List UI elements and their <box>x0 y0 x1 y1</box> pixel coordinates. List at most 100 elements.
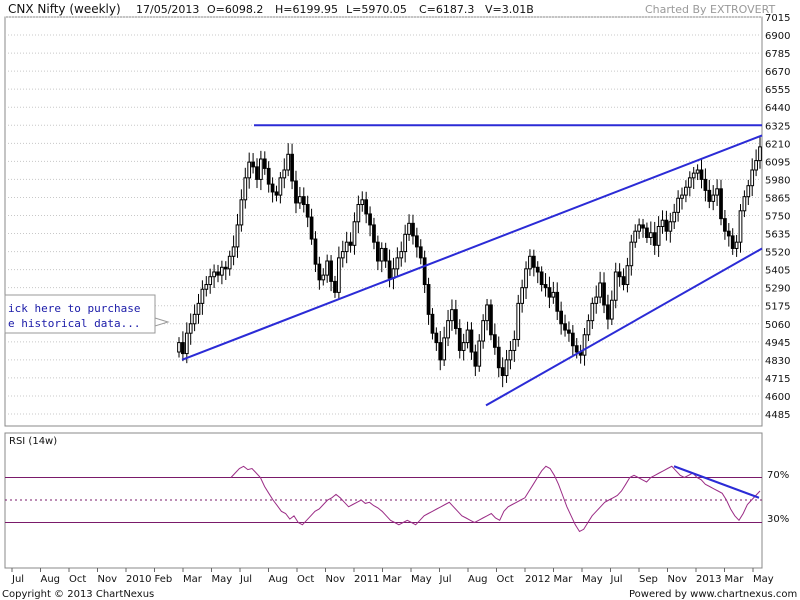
candle-body <box>231 246 236 257</box>
x-tick-label: May <box>753 574 774 585</box>
candle-body <box>430 313 435 334</box>
candle-body <box>524 268 528 289</box>
x-tick-label: 2011 <box>354 574 379 585</box>
y-tick-label: 5520 <box>765 248 790 259</box>
candle-body <box>750 169 755 187</box>
x-tick-label: Aug <box>269 574 289 585</box>
x-tick-label: May <box>582 574 603 585</box>
x-tick-label: May <box>212 574 233 585</box>
candle-body <box>372 224 376 243</box>
candle-body <box>259 158 263 180</box>
candle-body <box>489 304 493 336</box>
candle-body <box>754 160 758 171</box>
rsi-grid <box>5 477 762 523</box>
candle-body <box>309 216 314 240</box>
candle-body <box>333 280 337 293</box>
candle-body <box>407 222 411 235</box>
candle-body <box>723 218 727 232</box>
x-tick-label: Oct <box>297 574 314 585</box>
y-tick-label: 4600 <box>765 392 790 403</box>
y-tick-label: 6785 <box>765 49 790 60</box>
x-tick-label: Nov <box>98 574 118 585</box>
candle-body <box>703 178 708 191</box>
candle-body <box>399 251 404 259</box>
rsi-tick-30: 30% <box>767 514 789 525</box>
candle-body <box>352 221 357 246</box>
purchase-data-note[interactable]: ick here to purchase e historical data..… <box>4 294 170 334</box>
candle-body <box>255 166 259 180</box>
candle-body <box>734 241 739 249</box>
copyright-label: Copyright © 2013 ChartNexus <box>2 589 154 600</box>
high-readout: H=6199.95 <box>275 3 338 16</box>
candle-body <box>379 247 384 262</box>
candle-body <box>262 158 267 169</box>
candle-body <box>594 296 599 304</box>
candle-body <box>574 345 579 353</box>
charted-by-label: Charted By EXTROVERT <box>645 3 775 16</box>
candle-body <box>633 230 638 243</box>
candle-body <box>298 196 302 204</box>
candle-body <box>196 302 201 315</box>
candle-body <box>192 313 197 325</box>
candle-body <box>613 271 618 301</box>
candle-body <box>609 299 614 320</box>
y-tick-label: 6325 <box>765 121 790 132</box>
candle-body <box>442 337 447 361</box>
candle-body <box>305 204 310 218</box>
y-tick-label: 5290 <box>765 284 790 295</box>
candle-body <box>695 169 700 174</box>
candle-body <box>730 235 735 249</box>
candle-body <box>680 194 684 199</box>
candle-body <box>664 219 669 232</box>
candle-body <box>621 276 626 286</box>
candle-body <box>235 224 240 248</box>
note-line-2[interactable]: e historical data... <box>8 317 140 330</box>
candle-body <box>356 204 361 223</box>
candle-body <box>422 257 427 286</box>
y-tick-label: 5750 <box>765 212 790 223</box>
candle-body <box>364 199 369 215</box>
y-tick-label: 6900 <box>765 31 790 42</box>
candle-body <box>672 211 677 223</box>
candle-body <box>520 287 525 304</box>
candle-body <box>317 263 322 281</box>
candle-body <box>294 180 298 204</box>
candle-body <box>200 288 205 304</box>
y-tick-label: 4945 <box>765 338 790 349</box>
x-tick-label: Nov <box>668 574 688 585</box>
candle-body <box>652 232 657 246</box>
candle-body <box>411 222 415 237</box>
candle-body <box>582 334 587 356</box>
price-panel <box>4 16 763 427</box>
candle-body <box>223 266 228 270</box>
open-readout: O=6098.2 <box>207 3 263 16</box>
candle-body <box>699 169 704 180</box>
rsi-panel <box>4 432 763 569</box>
rising-support-line <box>485 247 763 407</box>
powered-by-label: Powered by www.chartnexus.com <box>629 589 797 600</box>
candle-body <box>337 257 341 293</box>
y-tick-label: 6095 <box>765 157 790 168</box>
x-tick-label: Mar <box>725 574 745 585</box>
close-readout: C=6187.3 <box>419 3 474 16</box>
candle-body <box>535 266 540 273</box>
candle-body <box>758 146 762 162</box>
candle-body <box>508 349 513 361</box>
candle-body <box>496 346 501 369</box>
rsi-series <box>230 465 761 533</box>
candle-body <box>344 241 349 253</box>
candle-body <box>481 320 486 342</box>
chart-title: CNX Nifty (weekly) <box>8 2 121 16</box>
low-readout: L=5970.05 <box>346 3 407 16</box>
x-tick-label: 2010 <box>126 574 151 585</box>
candle-body <box>266 167 271 185</box>
note-box[interactable] <box>4 294 156 334</box>
candle-body <box>469 329 474 353</box>
candle-body <box>707 189 712 202</box>
candle-body <box>687 177 692 188</box>
candle-body <box>243 177 248 201</box>
candle-body <box>450 309 454 322</box>
candle-body <box>516 302 521 340</box>
trendlines <box>181 124 763 407</box>
note-line-1[interactable]: ick here to purchase <box>8 302 140 315</box>
